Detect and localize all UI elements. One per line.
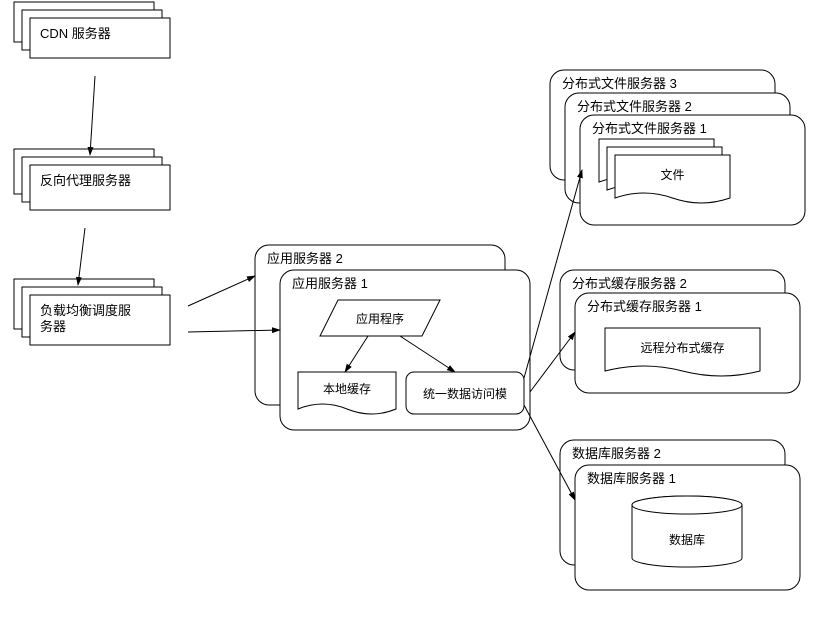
remote_cache-label: 远程分布式缓存 [640,340,724,355]
file_server_1-text: 分布式文件服务器 1 [592,121,707,136]
app_program-text: 应用程序 [356,311,404,326]
file_server_2-text: 分布式文件服务器 2 [577,99,692,114]
remote_cache-text: 远程分布式缓存 [640,340,724,355]
load_balancer-text: 负载均衡调度服 [40,303,131,318]
cache_server_1-label: 分布式缓存服务器 1 [587,299,702,314]
data_access-label: 统一数据访问模 [423,386,507,401]
file_server_3-text: 分布式文件服务器 3 [562,76,677,91]
db_server_1-label: 数据库服务器 1 [587,471,676,486]
architecture-diagram: CDN 服务器反向代理服务器负载均衡调度服务器 应用服务器 2 应用服务器 1 应用程… [0,0,822,624]
database-text: 数据库 [669,532,705,547]
file_doc-text: 文件 [660,167,684,182]
database-label: 数据库 [669,532,705,547]
reverse_proxy-label: 反向代理服务器 [40,173,131,188]
cache_server_1-text: 分布式缓存服务器 1 [587,299,702,314]
app_server_1-label: 应用服务器 1 [292,276,368,291]
app_program-label: 应用程序 [356,311,404,326]
cache_server_2-label: 分布式缓存服务器 2 [572,276,687,291]
file_server_1-label: 分布式文件服务器 1 [592,121,707,136]
edge-cdn-reverse_proxy [90,76,95,155]
file_server_3-label: 分布式文件服务器 3 [562,76,677,91]
edge-reverse_proxy-load_balancer [78,228,85,285]
data_access-text: 统一数据访问模 [423,386,507,401]
db_server_2-text: 数据库服务器 2 [572,446,661,461]
file_doc-label: 文件 [660,167,684,182]
load_balancer-text: 务器 [40,319,66,334]
app_server_1-text: 应用服务器 1 [292,276,368,291]
cdn-label: CDN 服务器 [40,26,111,41]
cdn-text: CDN 服务器 [40,26,111,41]
app_server_2-label: 应用服务器 2 [267,251,343,266]
file_server_2-label: 分布式文件服务器 2 [577,99,692,114]
app_server_2-text: 应用服务器 2 [267,251,343,266]
cache_server_2-text: 分布式缓存服务器 2 [572,276,687,291]
local_cache-text: 本地缓存 [323,382,371,396]
local_cache-label: 本地缓存 [323,382,371,396]
edge-load_balancer-app_server_2 [188,276,255,306]
reverse_proxy-text: 反向代理服务器 [40,173,131,188]
db_server_1-text: 数据库服务器 1 [587,471,676,486]
db_server_2-label: 数据库服务器 2 [572,446,661,461]
